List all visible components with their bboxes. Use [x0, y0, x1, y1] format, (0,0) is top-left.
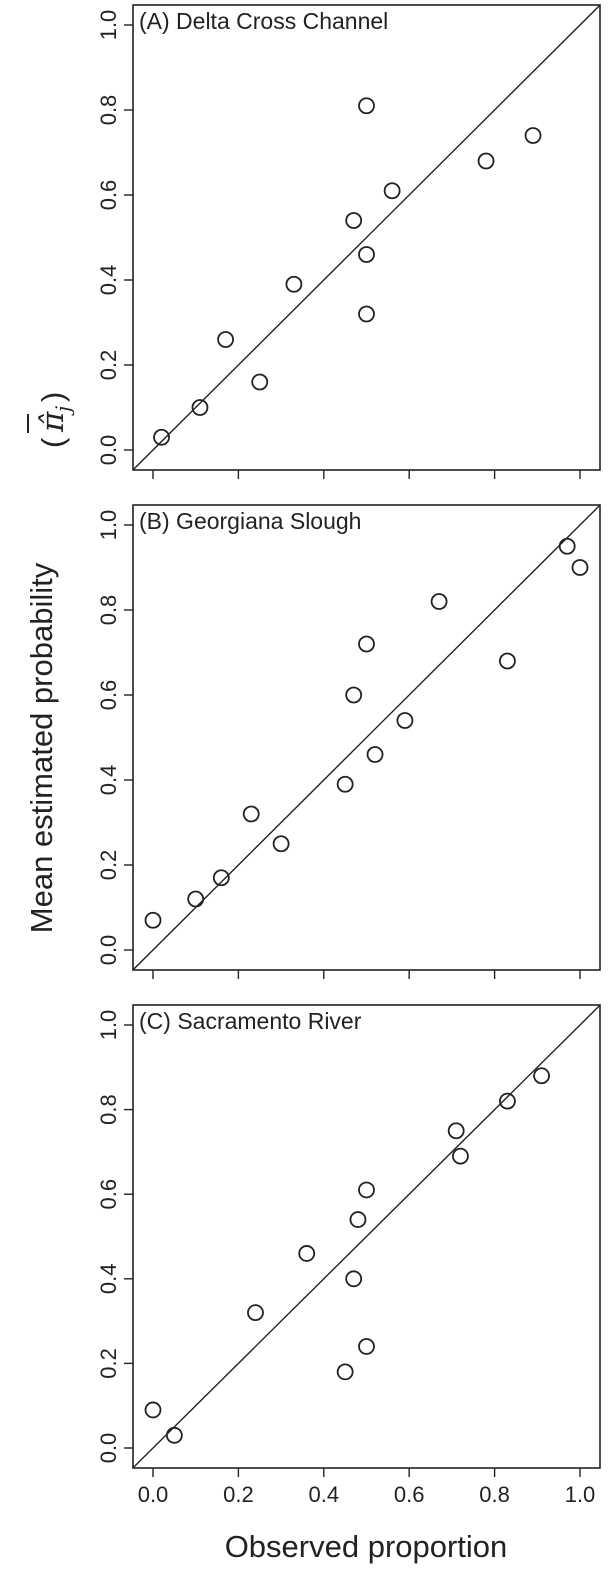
- data-point: [358, 305, 375, 323]
- y-axis-symbol-open-paren: (: [35, 437, 70, 448]
- data-point: [383, 182, 401, 200]
- y-axis-symbol-subscript: j: [51, 406, 75, 416]
- data-point: [336, 1363, 354, 1381]
- y-tick-label: 0.8: [96, 95, 121, 126]
- y-tick-label: 0.4: [96, 1264, 121, 1295]
- y-tick-label: 1.0: [96, 510, 121, 541]
- y-tick-label: 0.8: [96, 595, 121, 626]
- x-tick-label: 0.4: [309, 1482, 340, 1507]
- y-tick-label: 1.0: [96, 10, 121, 41]
- data-point: [477, 152, 495, 170]
- reference-line-1to1: [133, 1005, 600, 1468]
- data-point: [447, 1122, 465, 1140]
- data-point: [217, 331, 234, 348]
- x-axis-title: Observed proportion: [225, 1529, 508, 1564]
- data-point: [247, 1304, 264, 1322]
- y-tick-label: 0.2: [96, 850, 121, 881]
- y-tick-label: 0.8: [96, 1094, 121, 1125]
- x-tick-label: 1.0: [565, 1482, 596, 1507]
- plot-frame: [132, 4, 601, 471]
- panel-1: 0.0 0.2 0.4 0.6 0.8 1.0 (A) Delta Cross Channe…: [96, 4, 601, 479]
- data-point: [396, 712, 414, 729]
- y-tick-label: 0.0: [96, 435, 121, 466]
- y-tick-label: 0.2: [96, 1348, 121, 1379]
- panel-title: (A) Delta Cross Channel: [139, 8, 388, 34]
- data-point: [285, 275, 303, 293]
- data-point: [336, 775, 354, 793]
- data-point: [345, 212, 363, 229]
- data-point: [144, 911, 162, 929]
- data-point: [349, 1211, 367, 1228]
- plot-frame: [132, 1004, 601, 1469]
- x-tick-label: 0.0: [138, 1482, 169, 1507]
- data-point: [358, 635, 375, 653]
- data-point: [499, 652, 516, 670]
- plot-frame: [132, 504, 601, 971]
- y-axis-symbol-close-paren: ): [35, 392, 70, 402]
- data-point: [144, 1401, 162, 1419]
- data-point: [298, 1245, 316, 1262]
- x-tick-label: 0.6: [394, 1482, 425, 1507]
- data-point: [558, 537, 576, 555]
- panel-title: (B) Georgiana Slough: [139, 508, 361, 534]
- y-axis-title: Mean estimated probability: [24, 562, 59, 933]
- y-tick-label: 1.0: [96, 1010, 121, 1041]
- data-point: [430, 593, 448, 610]
- y-tick-label: 0.6: [96, 1179, 121, 1210]
- data-point: [165, 1426, 183, 1444]
- data-point: [345, 686, 363, 704]
- y-tick-label: 0.6: [96, 680, 121, 711]
- y-tick-label: 0.2: [96, 350, 121, 381]
- data-point: [345, 1270, 363, 1288]
- data-point: [242, 805, 260, 823]
- reference-line-1to1: [133, 5, 600, 470]
- y-tick-label: 0.0: [96, 935, 121, 966]
- data-point: [187, 890, 205, 908]
- x-tick-label: 0.8: [479, 1482, 510, 1507]
- data-point: [153, 428, 170, 446]
- y-tick-label: 0.4: [96, 265, 121, 296]
- panel-title: (C) Sacramento River: [139, 1008, 362, 1034]
- y-tick-label: 0.4: [96, 765, 121, 796]
- y-tick-label: 0.0: [96, 1433, 121, 1464]
- data-point: [533, 1067, 550, 1085]
- data-point: [358, 246, 375, 263]
- data-point: [358, 97, 375, 115]
- data-point: [358, 1338, 375, 1355]
- data-point: [452, 1147, 469, 1165]
- data-point: [571, 559, 589, 576]
- data-point: [191, 399, 209, 416]
- y-tick-label: 0.6: [96, 180, 121, 211]
- reference-line-1to1: [133, 505, 600, 970]
- panel-2: 0.0 0.2 0.4 0.6 0.8 1.0 (B) Georgiana Slough: [96, 504, 601, 979]
- data-point: [358, 1181, 375, 1199]
- data-point: [366, 746, 384, 763]
- y-axis-symbol: ( π̂ j ): [27, 392, 75, 448]
- y-axis-symbol-pi: π̂: [35, 411, 71, 433]
- panels-group: 0.0 0.2 0.4 0.6 0.8 1.0 (A) Delta Cross Channe…: [96, 4, 601, 1507]
- x-tick-label: 0.2: [223, 1482, 254, 1507]
- panel-3: 0.0 0.2 0.4 0.6 0.8 1.0 0.0 0.2 0.4 0.6 0.8 1.0 (C) …: [96, 1004, 601, 1507]
- data-point: [251, 373, 269, 391]
- data-point: [524, 127, 542, 144]
- data-point: [499, 1092, 516, 1110]
- data-point: [272, 835, 290, 853]
- data-point: [212, 869, 230, 887]
- y-axis-title-text: Mean estimated probability: [24, 562, 59, 933]
